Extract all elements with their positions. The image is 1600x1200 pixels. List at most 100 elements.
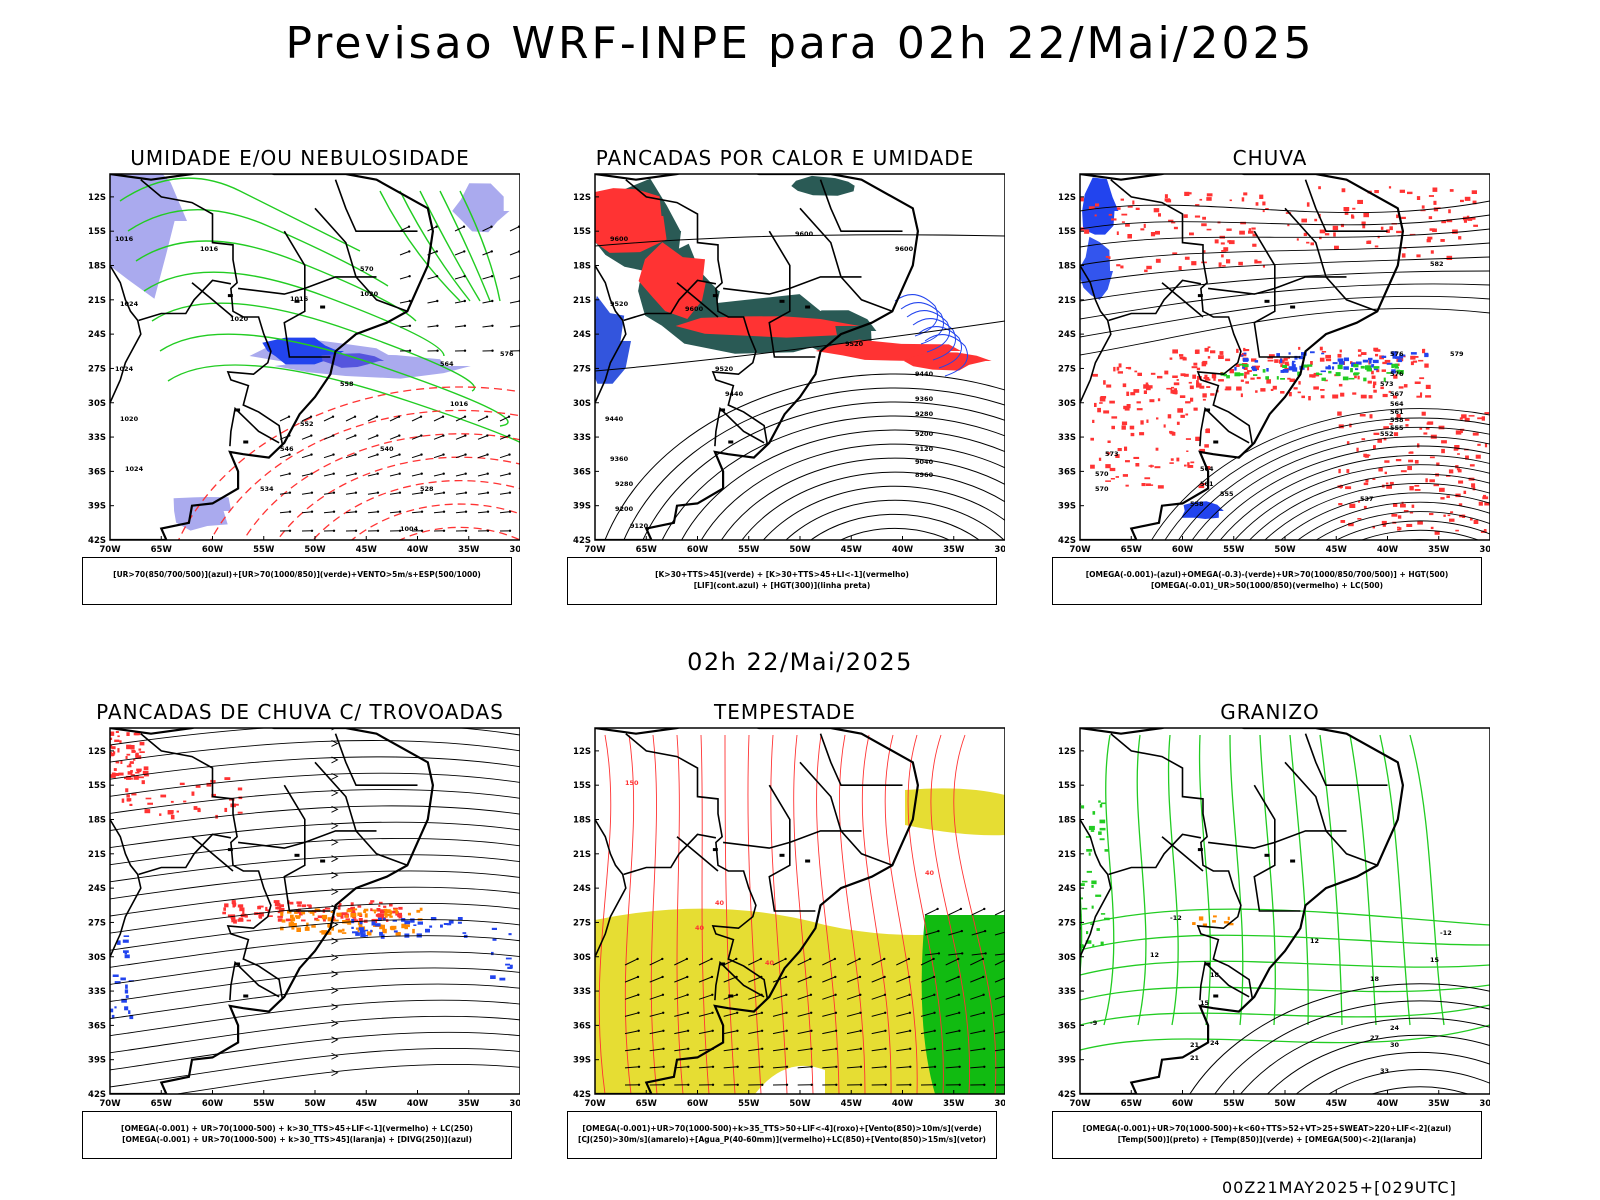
precip-speckle [1113,366,1116,372]
precip-speckle [1121,425,1126,430]
precip-speckle [363,910,367,913]
lat-tick-label: 42S [88,1090,106,1100]
precip-speckle [1481,416,1485,421]
wind-vector [970,994,984,1000]
precip-speckle [1254,365,1260,368]
wind-vector [624,976,639,983]
precip-speckle [1289,378,1296,382]
contour-label: -9 [1090,1019,1098,1027]
precip-speckle [308,905,312,909]
contour-label: 546 [280,445,294,453]
precip-speckle [321,930,327,935]
precip-speckle [398,914,403,919]
contour-line [809,513,981,540]
wind-vector-head [436,349,439,352]
lon-tick-label: 45W [1326,545,1348,555]
wind-vector-head [408,324,412,327]
wind-vector [509,250,520,256]
lat-tick-label: 36S [573,467,591,477]
wind-vector [454,226,465,232]
contour-line [177,386,520,540]
lake [1264,853,1270,857]
wind-vector-head [982,1011,986,1014]
contour-line [1219,454,1490,540]
precip-speckle [277,915,283,918]
precip-speckle [1170,389,1177,394]
wind-vector-head [983,907,986,911]
wind-vector [871,1048,886,1052]
precip-speckle [131,793,137,796]
precip-speckle [1251,227,1256,230]
precip-speckle [110,731,115,736]
state-border [768,230,816,358]
lc-contour [953,734,997,1094]
precip-speckle [1173,226,1178,230]
precip-speckle [1227,916,1230,921]
wind-vector [411,416,422,422]
lake [1290,859,1296,863]
wind-vector-head [463,275,466,278]
precip-speckle [443,923,448,925]
precip-speckle [331,918,336,922]
precip-speckle [357,912,362,916]
streamline-arrow [331,871,339,879]
lake [728,440,734,444]
streamline [110,999,520,1037]
wind-vector-head [907,957,911,961]
precip-speckle [1382,393,1388,398]
precip-speckle [1338,361,1345,365]
legend-line: [OMEGA(-0.001)-(azul)+OMEGA(-0.3)-(verde… [1085,570,1449,579]
precip-speckle [1187,465,1194,468]
precip-speckle [123,935,130,937]
wind-vector-head [287,415,291,418]
wind-vector-head [486,472,489,475]
lake [720,962,726,966]
wind-vector-head [310,472,313,475]
contour-label: 40 [925,869,935,877]
precip-speckle [1377,235,1380,239]
lat-tick-label: 21S [1058,850,1076,860]
lat-tick-label: 27S [573,364,591,374]
precip-speckle [1362,224,1366,229]
precip-speckle [1378,467,1383,472]
precip-speckle [1454,445,1460,450]
wind-vector-head [508,510,512,513]
wind-vector [649,1048,664,1052]
wind-vector-head [884,1083,887,1086]
wind-vector [924,908,938,916]
precip-speckle [1267,359,1274,362]
precip-speckle [1436,462,1440,466]
precip-speckle [1357,349,1362,352]
wind-vector [945,1048,960,1052]
wind-vector [301,473,312,477]
lon-tick-label: 45W [841,545,863,555]
state-border [140,733,283,999]
precip-speckle [1288,352,1291,355]
precip-speckle [1173,382,1180,386]
wind-vector [772,1066,788,1069]
precip-speckle [287,910,292,914]
precip-speckle [1459,417,1463,420]
precip-speckle [1218,262,1222,267]
state-border [229,960,280,1001]
wind-vector-head [933,1029,936,1032]
streamline-arrow [331,888,339,896]
wind-vector-head [354,510,358,513]
lon-tick-label: 35W [1428,1099,1450,1109]
precip-speckle [1416,196,1421,200]
contour-label: 570 [1095,470,1109,478]
precip-speckle [1262,201,1266,206]
precip-speckle [355,932,360,936]
precip-speckle [1328,370,1332,374]
precip-speckle [111,1014,115,1019]
precip-speckle [237,787,243,791]
temp850-contour [1080,934,1490,951]
wind-vector-head [858,957,861,961]
precip-speckle [274,902,281,907]
precip-speckle [1320,389,1325,391]
humidity-contour [151,302,476,392]
precip-speckle [1430,250,1434,254]
precip-speckle [129,803,133,806]
contour-line [1295,1051,1490,1094]
precip-speckle [1466,215,1470,219]
